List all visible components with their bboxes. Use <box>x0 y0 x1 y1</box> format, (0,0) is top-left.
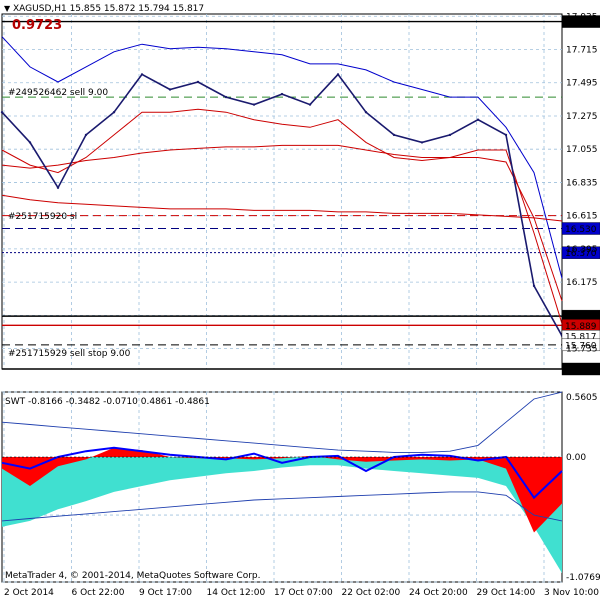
y-tick-label: 17.055 <box>566 145 598 155</box>
cyan-histogram-area <box>2 457 562 574</box>
x-tick-label: 2 Oct 2014 <box>4 588 54 598</box>
y-tick-label: 17.275 <box>566 112 598 122</box>
price-tag-box <box>561 338 600 352</box>
order-label-sell-stop: #251715929 sell stop 9.00 <box>8 349 131 359</box>
symbol-header: XAGUSD,H1 15.855 15.872 15.794 15.817 <box>13 4 204 14</box>
price-axis: 17.935 17.715 17.495 17.275 17.055 16.835 16.6… <box>566 12 598 354</box>
y-tick-label: 16.395 <box>566 245 598 255</box>
swt-signal-line <box>1 446 563 500</box>
y-tick-label: 16.615 <box>566 212 598 222</box>
price-point <box>336 73 340 76</box>
main-pane: 17.90016.53016.37015.95015.88915.81715.7… <box>0 12 600 376</box>
price-point <box>280 92 284 96</box>
price-point <box>84 133 88 137</box>
x-tick-label: 9 Oct 17:00 <box>139 588 192 598</box>
price-tag-label: 15.760 <box>565 341 597 351</box>
price-tags: 17.90016.53016.37015.95015.88915.81715.7… <box>561 15 600 376</box>
price-series <box>0 36 564 337</box>
indicator-tick-top: 0.5605 <box>566 393 598 403</box>
x-tick-label: 6 Oct 22:00 <box>72 588 125 598</box>
price-point <box>140 73 144 76</box>
price-point <box>168 88 172 91</box>
price-point <box>224 95 228 99</box>
indicator-label: SWT -0.8166 -0.3482 -0.0710 0.4861 -0.48… <box>5 397 210 407</box>
x-tick-label: 29 Oct 14:00 <box>477 588 536 598</box>
y-tick-label: 15.735 <box>566 345 598 355</box>
price-tag-label: 17.900 <box>565 18 597 28</box>
ma-fast-line <box>1 108 563 324</box>
indicator-tick-bottom: -1.0769 <box>566 573 600 583</box>
main-grid <box>2 14 562 369</box>
price-point <box>0 111 4 114</box>
upper-band-line <box>1 391 563 453</box>
price-point <box>196 80 200 84</box>
price-tag-label: 15.600 <box>565 366 597 376</box>
indicator-pane: 0.5605 0.00 -1.0769 <box>1 391 600 583</box>
price-tag-label: 16.530 <box>565 225 597 235</box>
indicator-tick-zero: 0.00 <box>566 453 586 463</box>
price-point <box>28 141 32 144</box>
price-tag-box <box>561 15 600 28</box>
price-tag-box <box>561 362 600 376</box>
ma-slow-line <box>1 194 563 222</box>
y-tick-label: 15.955 <box>566 311 598 321</box>
price-point <box>504 133 508 137</box>
price-point <box>56 186 60 189</box>
price-tag-box <box>561 222 600 235</box>
x-tick-label: 14 Oct 12:00 <box>207 588 266 598</box>
copyright-text: MetaTrader 4, © 2001-2014, MetaQuotes So… <box>5 571 261 581</box>
ma-mid-line <box>1 144 563 302</box>
y-tick-label: 17.715 <box>566 46 598 56</box>
y-tick-label: 17.495 <box>566 79 598 89</box>
order-label-sell: #249526462 sell 9.00 <box>8 88 108 98</box>
upper-envelope-line <box>1 36 563 279</box>
x-tick-label: 24 Oct 20:00 <box>409 588 468 598</box>
price-point <box>252 103 256 106</box>
indicator-axis: 0.5605 0.00 -1.0769 <box>566 393 600 583</box>
big-value-readout: 0.9723 <box>12 18 62 33</box>
price-point <box>112 111 116 114</box>
price-tag-label: 15.889 <box>565 322 597 332</box>
price-point <box>392 133 396 137</box>
price-point <box>448 133 452 137</box>
y-tick-label: 16.175 <box>566 278 598 288</box>
price-tag-label: 15.950 <box>565 313 597 323</box>
price-point <box>364 111 368 114</box>
x-tick-label: 17 Oct 07:00 <box>274 588 333 598</box>
y-tick-label: 17.935 <box>566 12 598 22</box>
indicator-series <box>1 391 563 574</box>
order-label-sl: #251715920 sl <box>8 212 77 222</box>
price-point <box>476 118 480 121</box>
price-point <box>532 284 536 288</box>
price-tag-label: 16.370 <box>565 249 597 259</box>
price-levels <box>2 20 562 370</box>
price-tag-box <box>561 246 600 259</box>
x-tick-label: 3 Nov 10:00 <box>544 588 599 598</box>
x-tick-label: 22 Oct 02:00 <box>342 588 401 598</box>
y-tick-label: 16.835 <box>566 178 598 188</box>
indicator-grid <box>2 391 562 583</box>
price-point <box>420 141 424 144</box>
time-axis: 2 Oct 2014 6 Oct 22:00 9 Oct 17:00 14 Oct 1… <box>4 588 599 598</box>
price-tag-label: 15.817 <box>565 333 597 343</box>
chart-menu-arrow-icon[interactable]: ▼ <box>4 4 11 13</box>
lower-band-line <box>1 491 563 522</box>
price-point <box>308 103 312 106</box>
main-pane-frame <box>1 13 563 370</box>
